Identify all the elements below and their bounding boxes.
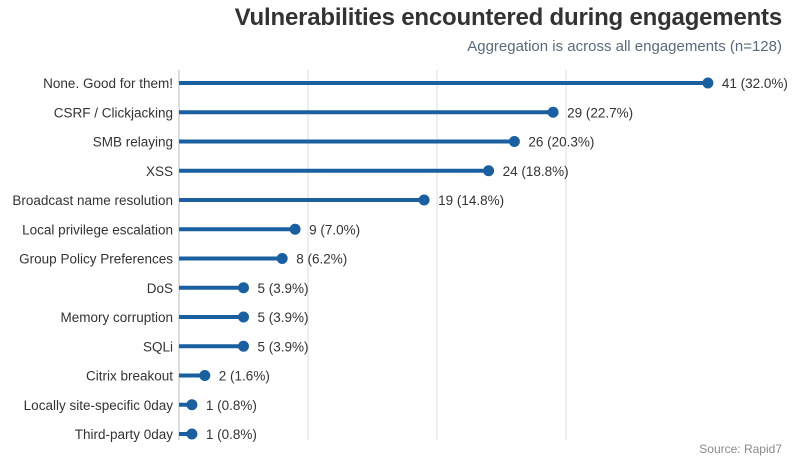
category-label: SMB relaying xyxy=(93,135,173,150)
value-label: 9 (7.0%) xyxy=(309,222,360,237)
category-label: Memory corruption xyxy=(60,310,173,325)
value-label: 2 (1.6%) xyxy=(219,369,270,384)
lollipop-dot xyxy=(199,370,211,381)
lollipop-dot xyxy=(238,282,249,294)
category-label: None. Good for them! xyxy=(43,76,173,91)
value-label: 19 (14.8%) xyxy=(438,193,504,208)
chart-subtitle: Aggregation is across all engagements (n… xyxy=(467,38,782,55)
lollipop-dot xyxy=(483,165,495,177)
lollipop-dot xyxy=(508,136,520,147)
category-label: Local privilege escalation xyxy=(22,222,173,237)
value-label: 8 (6.2%) xyxy=(296,252,347,267)
category-label: Citrix breakout xyxy=(86,369,173,384)
value-label: 5 (3.9%) xyxy=(258,281,309,296)
value-label: 29 (22.7%) xyxy=(567,105,633,120)
source-note: Source: Rapid7 xyxy=(699,442,782,456)
value-label: 41 (32.0%) xyxy=(722,76,788,91)
chart-title: Vulnerabilities encountered during engag… xyxy=(234,4,783,31)
lollipop-dot xyxy=(702,77,714,89)
category-label: DoS xyxy=(147,281,173,296)
lollipop-dot xyxy=(418,194,430,206)
category-label: SQLi xyxy=(143,339,173,354)
lollipop-dot xyxy=(238,340,249,352)
lollipop-dot xyxy=(289,223,301,235)
value-label: 5 (3.9%) xyxy=(258,310,309,325)
category-label: Locally site-specific 0day xyxy=(24,398,174,413)
value-label: 24 (18.8%) xyxy=(503,164,569,179)
category-label: XSS xyxy=(146,164,173,179)
value-label: 1 (0.8%) xyxy=(206,427,257,442)
category-label: Group Policy Preferences xyxy=(19,252,173,267)
category-label: Broadcast name resolution xyxy=(12,193,173,208)
category-label: CSRF / Clickjacking xyxy=(54,105,173,120)
lollipop-dot xyxy=(186,399,198,411)
lollipop-dot xyxy=(276,253,288,264)
lollipop-dot xyxy=(238,311,249,323)
value-label: 26 (20.3%) xyxy=(528,135,594,150)
value-label: 5 (3.9%) xyxy=(258,339,309,354)
lollipop-dot xyxy=(186,428,198,440)
category-label: Third-party 0day xyxy=(75,427,174,442)
lollipop-dot xyxy=(547,106,559,118)
value-label: 1 (0.8%) xyxy=(206,398,257,413)
